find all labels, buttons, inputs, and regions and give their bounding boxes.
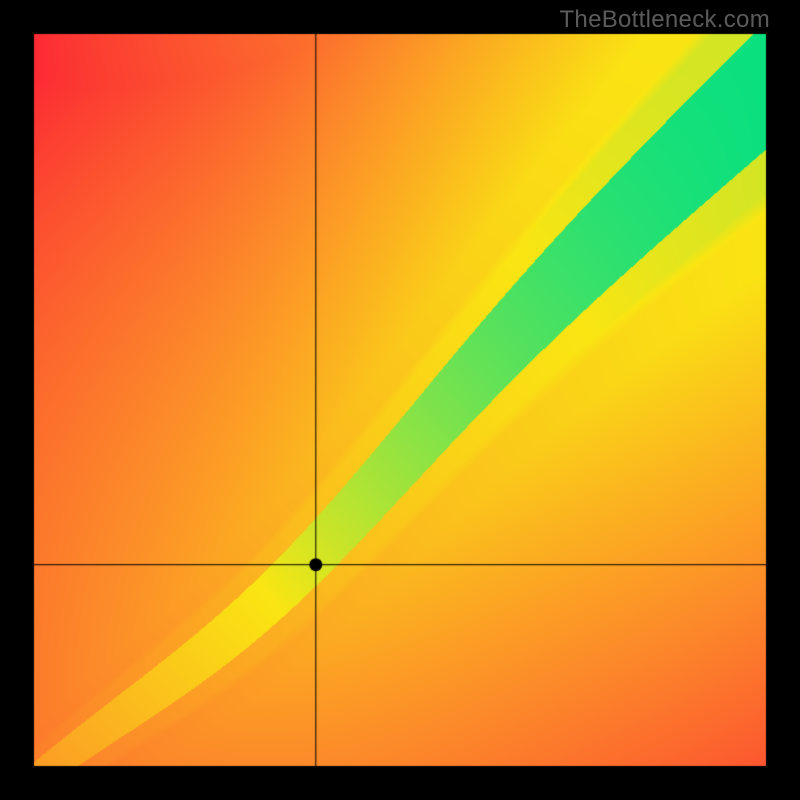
watermark-text: TheBottleneck.com bbox=[559, 6, 770, 34]
bottleneck-heatmap bbox=[0, 0, 800, 800]
